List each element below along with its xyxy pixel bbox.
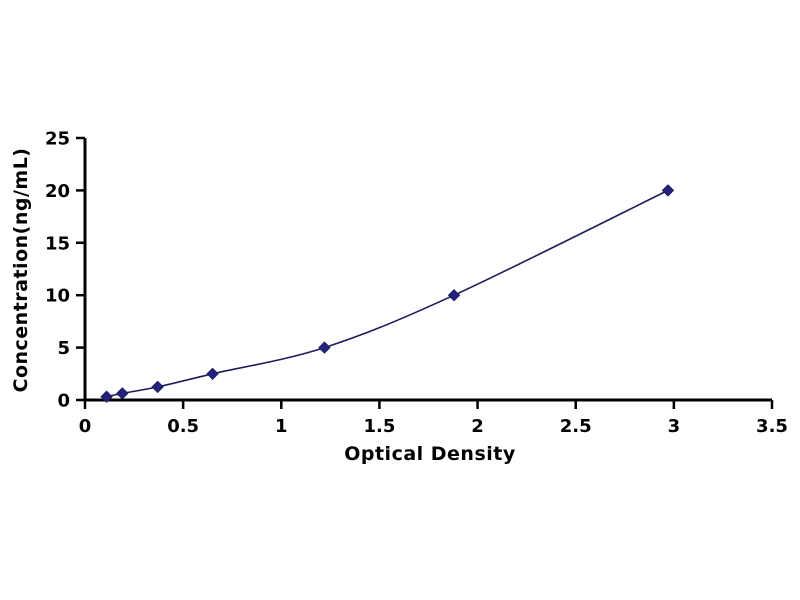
- y-tick-label: 0: [57, 391, 70, 412]
- x-tick-label: 3: [668, 416, 681, 437]
- data-point-marker: [116, 387, 129, 400]
- y-axis-label: Concentration(ng/mL): [10, 147, 32, 393]
- y-tick-label: 10: [45, 286, 70, 307]
- data-point-marker: [447, 288, 461, 302]
- data-point-marker: [100, 390, 113, 403]
- x-tick-label: 1: [275, 416, 288, 437]
- y-tick-label: 15: [45, 233, 70, 254]
- x-tick-label: 1.5: [363, 416, 395, 437]
- x-tick-label: 2.5: [560, 416, 592, 437]
- y-tick-label: 20: [45, 181, 70, 202]
- x-tick-label: 0.5: [167, 416, 199, 437]
- data-point-marker: [151, 380, 164, 394]
- data-point-marker: [661, 184, 675, 197]
- x-axis-label: Optical Density: [344, 443, 516, 465]
- x-tick-label: 3.5: [756, 416, 788, 437]
- x-tick-label: 0: [79, 416, 92, 437]
- y-tick-label: 25: [45, 129, 70, 150]
- data-point-marker: [318, 341, 331, 354]
- y-tick-label: 5: [57, 338, 70, 359]
- data-point-marker: [206, 367, 219, 381]
- x-tick-label: 2: [471, 416, 484, 437]
- standard-curve-line: [106, 189, 669, 398]
